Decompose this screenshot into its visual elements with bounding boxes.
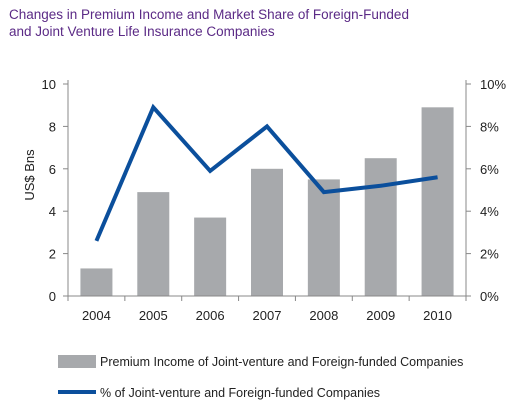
- bar-series: [80, 107, 454, 296]
- left-tick-label: 0: [49, 289, 56, 304]
- tick-labels: 0 2 4 6 8 10 0% 2% 4% 6% 8% 10% 2004 2005 2006 2007 2008…: [42, 77, 507, 323]
- left-tick-label: 2: [49, 247, 56, 262]
- x-tick-label: 2010: [423, 308, 452, 323]
- left-tick-label: 10: [42, 77, 56, 92]
- legend-bar-label: Premium Income of Joint-venture and Fore…: [100, 355, 463, 369]
- legend: Premium Income of Joint-venture and Fore…: [58, 355, 463, 400]
- left-tick-label: 6: [49, 162, 56, 177]
- bar-2010: [421, 107, 454, 296]
- right-tick-label: 2%: [480, 247, 499, 262]
- bar-2009: [364, 158, 397, 296]
- y-axis-label: US$ Bns: [22, 149, 37, 201]
- chart-title-line-1: Changes in Premium Income and Market Sha…: [9, 7, 409, 22]
- line-series: [94, 103, 438, 242]
- x-tick-label: 2009: [366, 308, 395, 323]
- right-tick-label: 6%: [480, 162, 499, 177]
- chart-title: Changes in Premium Income and Market Sha…: [9, 6, 489, 40]
- left-tick-label: 4: [49, 204, 56, 219]
- bar-2005: [137, 192, 170, 296]
- x-tick-label: 2008: [309, 308, 338, 323]
- legend-line-label: % of Joint-venture and Foreign-funded Co…: [100, 386, 380, 400]
- axes: [63, 80, 471, 301]
- right-tick-label: 0%: [480, 289, 499, 304]
- x-tick-label: 2007: [253, 308, 282, 323]
- left-tick-label: 8: [49, 119, 56, 134]
- legend-bar-swatch: [58, 355, 96, 368]
- right-tick-label: 4%: [480, 204, 499, 219]
- bar-2004: [80, 268, 113, 296]
- right-tick-label: 8%: [480, 119, 499, 134]
- chart-title-line-2: and Joint Venture Life Insurance Compani…: [9, 24, 275, 39]
- right-tick-label: 10%: [480, 77, 506, 92]
- bar-2008: [307, 179, 340, 296]
- bar-2006: [194, 217, 227, 296]
- x-tick-label: 2006: [196, 308, 225, 323]
- x-tick-label: 2004: [82, 308, 111, 323]
- x-tick-label: 2005: [139, 308, 168, 323]
- bar-2007: [251, 168, 283, 296]
